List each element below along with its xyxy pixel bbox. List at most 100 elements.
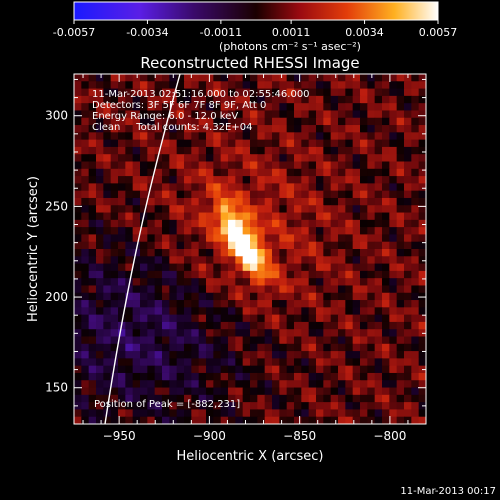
heatmap-cell <box>162 409 170 418</box>
heatmap-cell <box>308 300 317 308</box>
heatmap-cell <box>198 300 207 308</box>
heatmap-cell <box>242 241 251 250</box>
heatmap-cell <box>162 95 170 104</box>
heatmap-cell <box>140 132 148 141</box>
heatmap-cell <box>418 132 426 141</box>
heatmap-cell <box>235 168 244 177</box>
heatmap-cell <box>96 132 104 141</box>
heatmap-cell <box>235 227 244 236</box>
heatmap-cell <box>352 351 361 359</box>
heatmap-cell <box>389 387 398 396</box>
heatmap-cell <box>418 263 426 272</box>
heatmap-cell <box>191 197 200 206</box>
heatmap-cell <box>411 176 420 184</box>
heatmap-cell <box>250 321 258 330</box>
heatmap-cell <box>118 139 126 148</box>
heatmap-cell <box>96 416 104 424</box>
heatmap-cell <box>184 351 192 359</box>
heatmap-cell <box>242 183 251 192</box>
heatmap-cell <box>96 95 104 104</box>
heatmap-cell <box>220 314 229 323</box>
heatmap-cell <box>154 132 163 141</box>
heatmap-cell <box>220 197 229 206</box>
heatmap-cell <box>338 88 346 97</box>
heatmap-cell <box>103 168 112 177</box>
heatmap-cell <box>96 351 104 359</box>
heatmap-cell <box>154 343 163 352</box>
heatmap-cell <box>360 132 368 141</box>
heatmap-cell <box>382 307 390 316</box>
heatmap-cell <box>96 183 104 192</box>
heatmap-cell <box>250 212 258 221</box>
heatmap-cell <box>110 88 119 97</box>
heatmap-cell <box>162 161 170 170</box>
heatmap-cell <box>389 321 398 330</box>
heatmap-cell <box>301 227 310 236</box>
heatmap-cell <box>191 249 200 257</box>
heatmap-cell <box>396 402 405 411</box>
heatmap-cell <box>374 227 383 236</box>
heatmap-cell <box>404 380 412 389</box>
heatmap-cell <box>103 307 112 316</box>
heatmap-cell <box>235 278 244 287</box>
heatmap-cell <box>118 161 126 170</box>
heatmap-cell <box>308 409 317 418</box>
heatmap-cell <box>206 103 214 112</box>
heatmap-cell <box>242 117 251 126</box>
heatmap-cell <box>96 88 104 97</box>
heatmap-cell <box>213 161 222 170</box>
heatmap-cell <box>301 146 310 155</box>
heatmap-cell <box>301 132 310 141</box>
heatmap-cell <box>374 212 383 221</box>
heatmap-cell <box>323 227 332 236</box>
heatmap-cell <box>235 183 244 192</box>
heatmap-cell <box>411 416 420 424</box>
heatmap-cell <box>286 372 295 381</box>
heatmap-cell <box>176 110 185 119</box>
heatmap-cell <box>374 146 383 155</box>
heatmap-cell <box>389 278 398 287</box>
heatmap-cell <box>140 241 148 250</box>
heatmap-cell <box>257 270 266 279</box>
heatmap-cell <box>360 292 368 301</box>
heatmap-cell <box>132 394 141 403</box>
heatmap-cell <box>147 402 156 411</box>
heatmap-cell <box>88 176 97 184</box>
heatmap-cell <box>404 132 412 141</box>
heatmap-cell <box>411 387 420 396</box>
heatmap-cell <box>191 343 200 352</box>
heatmap-cell <box>169 256 178 265</box>
heatmap-cell <box>338 314 346 323</box>
heatmap-cell <box>132 336 141 345</box>
heatmap-cell <box>308 329 317 338</box>
heatmap-cell <box>382 110 390 119</box>
heatmap-cell <box>374 234 383 243</box>
heatmap-cell <box>118 74 126 82</box>
heatmap-cell <box>338 365 346 374</box>
heatmap-cell <box>360 227 368 236</box>
heatmap-cell <box>411 285 420 294</box>
heatmap-cell <box>125 365 134 374</box>
heatmap-cell <box>184 117 192 126</box>
heatmap-cell <box>396 88 405 97</box>
heatmap-cell <box>206 234 214 243</box>
heatmap-cell <box>213 285 222 294</box>
heatmap-cell <box>264 168 273 177</box>
heatmap-cell <box>360 351 368 359</box>
heatmap-cell <box>294 402 302 411</box>
heatmap-cell <box>74 88 82 97</box>
heatmap-cell <box>81 241 90 250</box>
heatmap-cell <box>404 343 412 352</box>
heatmap-cell <box>352 74 361 82</box>
heatmap-cell <box>316 161 324 170</box>
heatmap-cell <box>411 314 420 323</box>
heatmap-cell <box>198 402 207 411</box>
heatmap-cell <box>154 74 163 82</box>
heatmap-cell <box>382 205 390 214</box>
heatmap-cell <box>360 372 368 381</box>
heatmap-cell <box>411 409 420 418</box>
heatmap-cell <box>162 74 170 82</box>
heatmap-cell <box>198 292 207 301</box>
heatmap-cell <box>169 278 178 287</box>
heatmap-cell <box>206 321 214 330</box>
